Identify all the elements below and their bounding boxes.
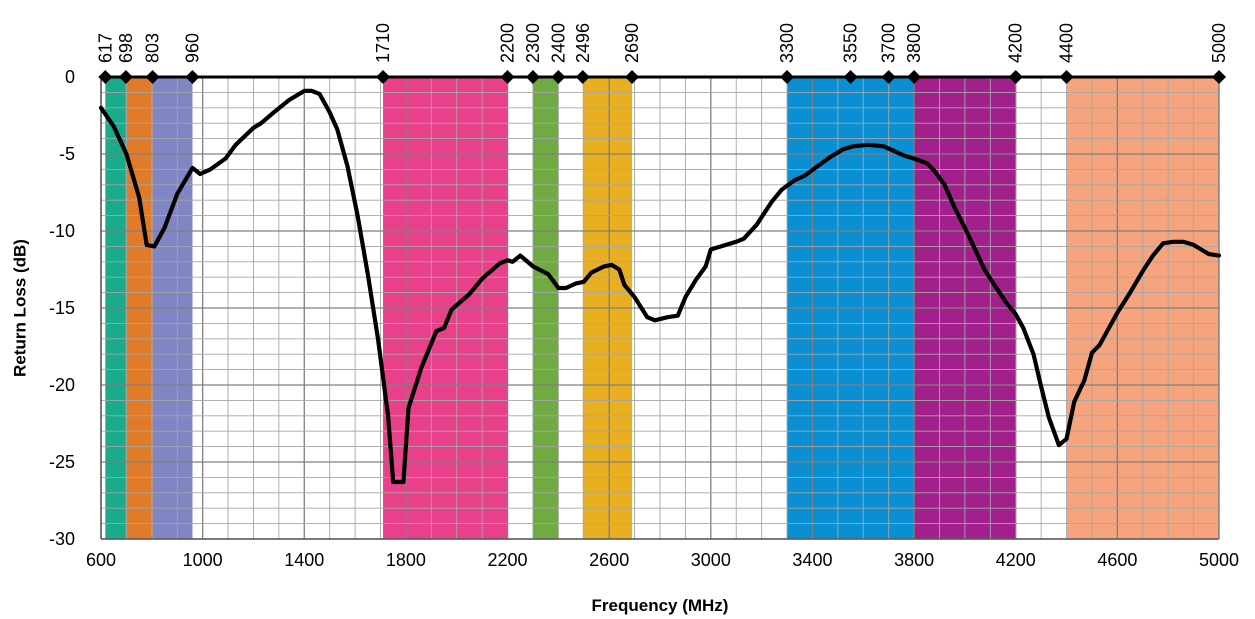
x-tick-label: 2600	[589, 550, 629, 570]
x-tick-label: 2200	[488, 550, 528, 570]
band-marker-label: 5000	[1209, 23, 1229, 63]
band-marker-diamond	[843, 70, 858, 84]
y-axis-title: Return Loss (dB)	[11, 239, 30, 377]
band-marker-diamond	[1212, 70, 1226, 84]
band-marker-label: 1710	[373, 23, 393, 63]
band-marker-diamond	[625, 70, 640, 84]
band-marker-diamond	[98, 70, 113, 84]
y-tick-label: -10	[49, 221, 75, 241]
tick-labels: 617 698 803 960 1710 2200 2300 2400 2496 2690 3300…	[49, 23, 1239, 570]
band-marker-diamond	[500, 70, 515, 84]
x-tick-label: 1800	[386, 550, 426, 570]
band-marker-label: 2690	[622, 23, 642, 63]
band-marker-label: 698	[116, 33, 136, 63]
band-marker-label: 3300	[777, 23, 797, 63]
band-marker-label: 3700	[879, 23, 899, 63]
return-loss-line	[98, 88, 1222, 485]
band-marker-label: 3550	[841, 23, 861, 63]
y-tick-label: -30	[49, 529, 75, 549]
band-marker-label: 4400	[1057, 23, 1077, 63]
y-tick-label: -5	[59, 144, 75, 164]
y-tick-label: -25	[49, 452, 75, 472]
band-marker-diamond	[376, 70, 391, 84]
y-tick-label: 0	[65, 67, 75, 87]
x-tick-label: 600	[86, 550, 116, 570]
band-marker-diamond	[1008, 70, 1023, 84]
band-marker-label: 2200	[498, 23, 518, 63]
band-marker-diamond	[145, 70, 160, 84]
x-tick-label: 3800	[894, 550, 934, 570]
band-marker-diamond	[780, 70, 795, 84]
band-marker-diamond	[575, 70, 590, 84]
band-marker-label: 803	[143, 33, 163, 63]
band-marker-label: 2300	[523, 23, 543, 63]
x-tick-label: 3000	[691, 550, 731, 570]
y-tick-label: -20	[49, 375, 75, 395]
band-marker-label: 4200	[1006, 23, 1026, 63]
band-marker-label: 617	[95, 33, 115, 63]
band-marker-diamond	[1059, 70, 1074, 84]
x-tick-label: 5000	[1199, 550, 1239, 570]
x-tick-label: 1000	[183, 550, 223, 570]
series-layer	[98, 88, 1222, 485]
band-marker-diamond	[185, 70, 200, 84]
band-marker-diamond	[525, 70, 540, 84]
band-marker-label: 2496	[573, 23, 593, 63]
band-marker-diamond	[907, 70, 922, 84]
y-tick-label: -15	[49, 298, 75, 318]
band-marker-label: 960	[182, 33, 202, 63]
x-tick-label: 1400	[284, 550, 324, 570]
x-tick-label: 3400	[792, 550, 832, 570]
band-marker-label: 2400	[548, 23, 568, 63]
x-axis-title: Frequency (MHz)	[592, 596, 729, 615]
band-marker-diamond	[118, 70, 133, 84]
x-tick-label: 4600	[1097, 550, 1137, 570]
grid	[100, 76, 1220, 540]
x-tick-label: 4200	[996, 550, 1036, 570]
band-marker-label: 3800	[904, 23, 924, 63]
band-markers	[98, 70, 1226, 84]
band-marker-diamond	[881, 70, 896, 84]
axes	[100, 77, 1220, 540]
band-marker-diamond	[551, 70, 566, 84]
